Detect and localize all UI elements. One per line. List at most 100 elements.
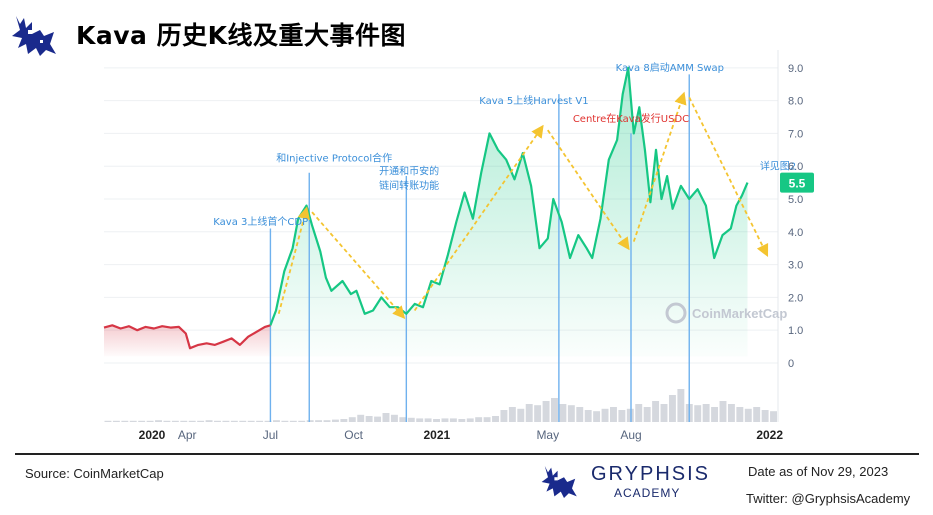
x-tick-label: Apr: [178, 428, 197, 442]
event-annotation: Kava 8启动AMM Swap: [616, 61, 724, 74]
volume-bar: [727, 404, 735, 422]
volume-bar: [677, 389, 685, 422]
volume-bar: [534, 405, 542, 422]
x-tick-label: 2021: [423, 428, 450, 442]
volume-bar: [711, 407, 719, 422]
volume-bar: [121, 420, 129, 422]
x-tick-label: May: [536, 428, 559, 442]
volume-bar: [702, 404, 710, 422]
volume-bar: [719, 401, 727, 422]
volume-bar: [458, 419, 466, 422]
volume-bar: [197, 420, 205, 422]
volume-bar: [264, 420, 272, 422]
volume-bar: [508, 407, 516, 422]
volume-bar: [610, 407, 617, 422]
area-green: [270, 67, 748, 357]
volume-bar: [289, 420, 297, 422]
volume-bar: [365, 416, 373, 422]
volume-bar: [188, 420, 196, 422]
x-tick-label: 2020: [139, 428, 166, 442]
volume-bar: [492, 416, 499, 422]
volume-bar: [668, 395, 676, 422]
current-price-badge-bg: [780, 172, 814, 193]
source-label: Source: CoinMarketCap: [25, 466, 164, 481]
event-annotation: Kava 5上线Harvest V1: [479, 94, 588, 107]
volume-bar: [643, 407, 651, 422]
watermark: CoinMarketCap: [665, 302, 787, 324]
volume-bar: [584, 410, 592, 422]
watermark-text: CoinMarketCap: [692, 306, 787, 321]
volume-bar: [761, 410, 769, 422]
volume-bar: [593, 411, 601, 422]
x-tick-label: Oct: [344, 428, 363, 442]
volume-bar: [239, 420, 247, 422]
volume-bar: [129, 420, 137, 422]
volume-bar: [416, 418, 424, 422]
gryphon-icon: [10, 14, 60, 58]
page-title: Kava 历史K线及重大事件图: [76, 21, 406, 50]
volume-bar: [424, 418, 432, 422]
volume-bar: [399, 417, 407, 422]
volume-bar: [171, 420, 179, 422]
volume-bar: [601, 408, 609, 422]
volume-bar: [281, 420, 289, 422]
volume-bar: [256, 420, 264, 422]
volume-bar: [222, 420, 230, 422]
y-tick-label: 7.0: [788, 128, 803, 140]
price-chart: Kava 3上线首个CDP 和Injective Protocol合作开通和币安的…: [103, 50, 814, 442]
volume-bar: [323, 420, 331, 422]
y-tick-label: 1.0: [788, 325, 803, 337]
price-lines: [103, 66, 749, 350]
date-label: Date as of Nov 29, 2023: [748, 464, 889, 479]
y-tick-label: 8.0: [788, 96, 803, 108]
volume-bar: [635, 404, 643, 422]
event-annotation: Kava 3上线首个CDP: [213, 215, 308, 228]
volume-bars: [104, 389, 777, 422]
price-line-red: [103, 324, 271, 350]
volume-bar: [753, 407, 761, 422]
twitter-link[interactable]: Twitter: @GryphsisAcademy: [746, 491, 911, 506]
y-tick-label: 2.0: [788, 292, 803, 304]
trend-arrow: [688, 96, 769, 258]
x-tick-label: 2022: [756, 428, 783, 442]
trend-arrow: [632, 91, 687, 242]
y-tick-label: 0: [788, 358, 794, 370]
event-annotation: Centre在Kava发行USDC: [573, 112, 689, 125]
volume-bar: [180, 420, 188, 422]
current-price-label: 5.5: [789, 177, 806, 191]
y-tick-label: 9.0: [788, 63, 803, 75]
volume-bar: [382, 413, 390, 422]
trend-arrow: [547, 129, 630, 251]
y-tick-label: 6.0: [788, 161, 803, 173]
volume-bar: [348, 417, 356, 422]
footer-divider: [15, 453, 919, 455]
price-line-green: [269, 66, 749, 326]
area-fill: [104, 67, 748, 357]
volume-bar: [441, 418, 449, 422]
volume-bar: [567, 405, 575, 422]
trend-arrows: [277, 91, 769, 319]
event-annotation: 开通和币安的: [379, 164, 439, 177]
volume-bar: [390, 414, 398, 422]
volume-bar: [744, 408, 752, 422]
y-tick-label: 5.0: [788, 194, 803, 206]
volume-bar: [660, 404, 668, 422]
volume-bar: [357, 414, 365, 422]
event-annotation: 链间转账功能: [379, 179, 439, 192]
volume-bar: [315, 420, 323, 422]
gryphsis-logo-icon: [541, 466, 577, 498]
brand-name: GRYPHSIS: [591, 463, 710, 485]
brand-subtitle: ACADEMY: [614, 486, 681, 500]
x-tick-label: Aug: [620, 428, 641, 442]
volume-bar: [230, 420, 238, 422]
volume-bar: [618, 410, 626, 422]
annotations: Kava 3上线首个CDP 和Injective Protocol合作开通和币安的…: [213, 61, 796, 228]
volume-bar: [525, 404, 533, 422]
y-tick-label: 3.0: [788, 260, 803, 272]
volume-bar: [466, 418, 474, 422]
volume-bar: [374, 416, 382, 422]
current-price-badge: 5.5: [780, 172, 814, 193]
volume-bar: [652, 401, 660, 422]
volume-bar: [306, 420, 314, 422]
volume-bar: [331, 419, 339, 422]
